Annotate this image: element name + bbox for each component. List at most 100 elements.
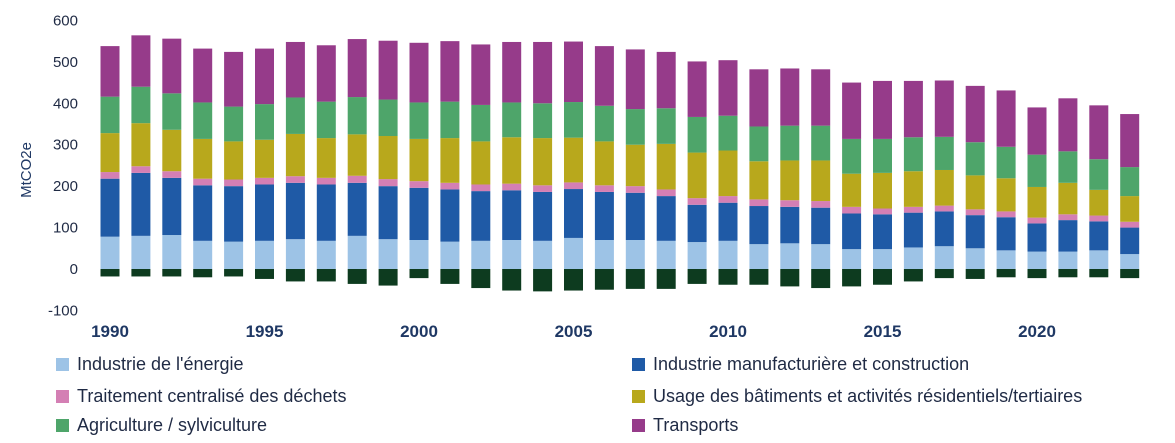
bar-segment <box>594 269 614 290</box>
bar-segment <box>502 102 522 138</box>
bar-segment <box>996 146 1016 179</box>
bar-segment <box>996 217 1016 251</box>
bar-segment <box>378 136 398 180</box>
bar-segment <box>780 243 800 269</box>
bar-segment <box>285 182 305 240</box>
bar-segment <box>471 141 491 185</box>
bar-segment <box>409 138 429 182</box>
bar-segment <box>285 176 305 183</box>
bar-segment <box>564 269 583 291</box>
bar-segment <box>1027 269 1047 279</box>
legend-label: Traitement centralisé des déchets <box>77 385 347 406</box>
bar-segment <box>1089 250 1109 269</box>
bar-segment <box>780 200 800 207</box>
bar-segment <box>687 198 707 205</box>
bar-segment <box>131 235 151 269</box>
bar-segment <box>780 206 800 244</box>
bar-segment <box>625 192 645 240</box>
legend-label: Agriculture / sylviculture <box>77 414 268 435</box>
bar-segment <box>811 244 831 269</box>
x-tick-label: 1990 <box>91 322 129 341</box>
bar-segment <box>934 80 954 137</box>
bar-segment <box>347 269 367 284</box>
legend-label: Industrie manufacturière et construction <box>653 353 970 374</box>
bar-segment <box>162 93 182 130</box>
bar-segment <box>316 184 336 241</box>
bar-segment <box>1027 251 1047 269</box>
bar-segment <box>656 196 676 241</box>
bar-segment <box>1120 254 1140 269</box>
legend-swatch <box>632 418 645 432</box>
bar-segment <box>873 249 892 269</box>
bar-segment <box>1058 182 1078 215</box>
bar-segment <box>440 241 460 269</box>
bar-segment <box>471 44 491 105</box>
bar-segment <box>718 150 738 197</box>
bar-segment <box>873 214 892 250</box>
bar-segment <box>502 190 522 240</box>
bar-segment <box>347 235 367 269</box>
x-tick-label: 2005 <box>555 322 593 341</box>
bar-segment <box>656 269 676 289</box>
bar-segment <box>656 143 676 190</box>
bar-segment <box>625 186 645 193</box>
bar-segment <box>564 182 583 190</box>
bar-segment <box>533 41 553 104</box>
bar-segment <box>100 269 120 277</box>
bar-segment <box>471 240 491 269</box>
bar-segment <box>1027 186 1047 218</box>
bar-segment <box>965 142 985 176</box>
bar-segment <box>316 101 336 139</box>
bar-segment <box>842 249 862 269</box>
bar-segment <box>594 191 614 240</box>
bar-segment <box>1027 154 1047 187</box>
bar-segment <box>193 138 213 179</box>
bar-segment <box>131 123 151 167</box>
bar-segment <box>873 269 892 285</box>
legend-item-batiments: Usage des bâtiments et activités résiden… <box>632 384 1082 408</box>
bar-segment <box>100 96 120 134</box>
bar-segment <box>316 138 336 178</box>
bar-segment <box>285 97 305 134</box>
bar-segment <box>718 240 738 269</box>
bar-segment <box>718 196 738 203</box>
bar-segment <box>934 246 954 269</box>
bar-segment <box>440 269 460 284</box>
bar-segment <box>471 184 491 192</box>
legend-swatch <box>632 389 645 403</box>
bar-segment <box>594 239 614 269</box>
bar-segment <box>162 171 182 178</box>
bar-segment <box>842 138 862 174</box>
bar-segment <box>502 269 522 291</box>
bar-segment <box>594 141 614 186</box>
bar-segment <box>1058 151 1078 183</box>
bar-segment <box>996 269 1016 278</box>
bar-segment <box>193 269 213 278</box>
bar-segment <box>873 208 892 215</box>
bar-segment <box>656 240 676 269</box>
bar-segment <box>594 105 614 142</box>
bar-segment <box>934 269 954 279</box>
legend-item-dechets: Traitement centralisé des déchets <box>56 384 346 408</box>
bar-segment <box>255 104 274 140</box>
bar-segment <box>718 269 738 285</box>
y-tick-label: 200 <box>53 178 78 195</box>
x-tick-label: 2020 <box>1018 322 1056 341</box>
bar-segment <box>749 244 769 269</box>
bar-segment <box>780 68 800 126</box>
bar-segment <box>224 241 244 269</box>
bar-segment <box>1058 220 1078 252</box>
bar-segment <box>224 141 244 180</box>
bar-segment <box>347 134 367 176</box>
bar-segment <box>224 179 244 187</box>
bar-segment <box>594 46 614 106</box>
bar-segment <box>131 86 151 124</box>
bar-segment <box>255 184 274 241</box>
bar-segment <box>842 213 862 250</box>
bar-segment <box>687 116 707 153</box>
bar-segment <box>1120 269 1140 279</box>
bar-segment <box>996 250 1016 269</box>
bar-segment <box>594 185 614 192</box>
bar-segment <box>965 175 985 210</box>
bar-segment <box>502 239 522 269</box>
